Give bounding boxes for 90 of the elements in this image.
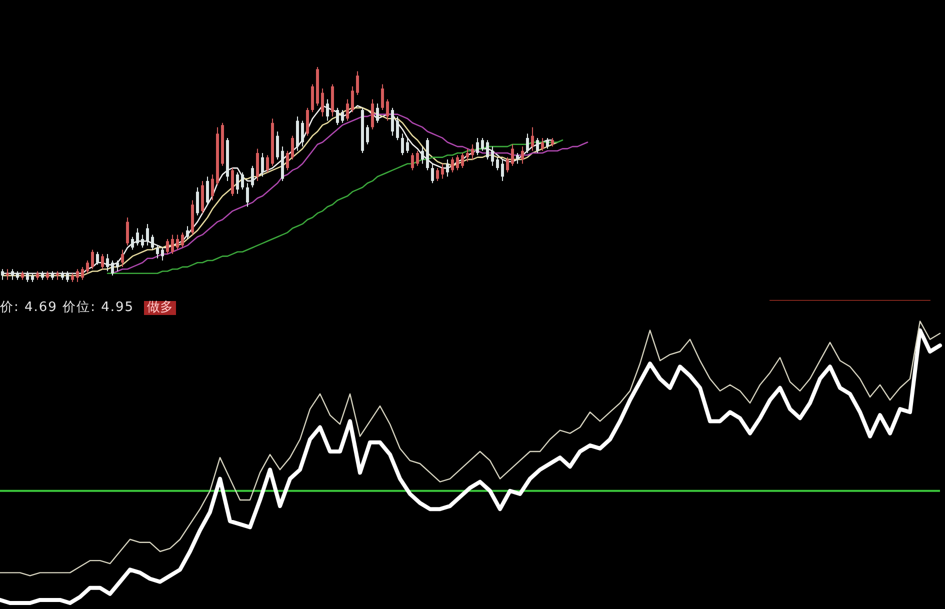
candlestick (486, 140, 489, 160)
candlestick (136, 228, 139, 246)
candlestick (546, 137, 549, 150)
candlestick (251, 165, 254, 188)
candlestick (336, 107, 339, 126)
candlestick (346, 98, 349, 122)
candlestick (161, 247, 164, 261)
candlestick (401, 133, 404, 156)
candlestick (406, 137, 409, 154)
candlestick (451, 156, 454, 173)
candlestick (246, 182, 249, 208)
candlestick (146, 223, 149, 246)
candlestick (276, 131, 279, 160)
candlestick (351, 86, 354, 113)
candlestick (131, 236, 134, 250)
candlestick (291, 135, 294, 160)
candlestick (501, 158, 504, 182)
candlestick (376, 103, 379, 124)
candlestick (6, 268, 9, 280)
candlestick (176, 234, 179, 250)
candlestick (181, 232, 184, 248)
candlestick (341, 110, 344, 124)
candlestick (106, 254, 109, 272)
candlestick (456, 154, 459, 171)
candlestick (236, 172, 239, 194)
candlestick (101, 254, 104, 270)
candlestick (366, 124, 369, 145)
candlestick (81, 266, 84, 280)
candlestick (491, 146, 494, 166)
candlestick (471, 144, 474, 160)
candlestick (381, 84, 384, 110)
candlestick (321, 88, 324, 117)
candlestick (11, 268, 14, 280)
annotation: 价: 4.69 价位: 4.95 (0, 300, 134, 315)
candlestick (211, 174, 214, 201)
candlestick (496, 156, 499, 171)
candlestick (111, 260, 114, 276)
candlestick (506, 156, 509, 173)
candlestick (1, 268, 4, 280)
candlestick (446, 158, 449, 178)
candlestick (26, 270, 29, 282)
candlestick (91, 249, 94, 270)
annotation: 做多 (144, 300, 176, 315)
candlestick (396, 116, 399, 141)
candlestick (326, 98, 329, 122)
candlestick (86, 260, 89, 274)
candlestick (151, 234, 154, 250)
candlestick (421, 146, 424, 164)
candlestick (286, 150, 289, 171)
candlestick (241, 172, 244, 190)
candlestick (481, 137, 484, 152)
candlestick (256, 148, 259, 182)
candlestick (441, 163, 444, 180)
candlestick (121, 249, 124, 268)
candlestick (531, 126, 534, 152)
candlestick (186, 226, 189, 240)
candlestick (311, 84, 314, 113)
candlestick (306, 107, 309, 136)
candlestick (66, 270, 69, 282)
candlestick (116, 260, 119, 272)
candlestick (96, 251, 99, 266)
candlestick (516, 152, 519, 164)
candlestick (386, 98, 389, 122)
candlestick (476, 137, 479, 156)
candlestick (166, 238, 169, 255)
candlestick (436, 168, 439, 182)
candlestick (526, 133, 529, 154)
candlestick (511, 144, 514, 166)
candlestick (76, 268, 79, 282)
candlestick (521, 146, 524, 164)
candlestick (156, 244, 159, 259)
candlestick (461, 152, 464, 169)
candlestick (196, 186, 199, 216)
candlestick (126, 217, 129, 246)
candlestick (206, 176, 209, 206)
candlestick (266, 154, 269, 173)
candlestick (141, 234, 144, 248)
candlestick (541, 137, 544, 152)
candlestick (431, 163, 434, 184)
candlestick (411, 152, 414, 171)
candlestick (391, 107, 394, 136)
candlestick (261, 152, 264, 178)
candlestick (416, 150, 419, 166)
candlestick (231, 168, 234, 196)
candlestick (301, 120, 304, 148)
candlestick (171, 234, 174, 255)
candlestick (466, 148, 469, 162)
candlestick (536, 137, 539, 154)
candlestick (371, 98, 374, 130)
candlestick (356, 70, 359, 96)
